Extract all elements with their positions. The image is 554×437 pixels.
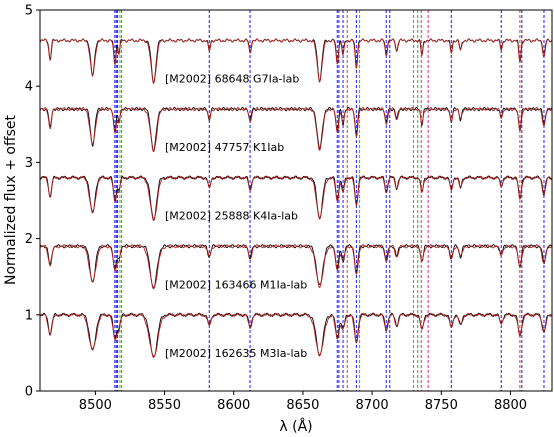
reference-line-group xyxy=(114,10,545,391)
x-axis-ticks: 8500 8550 8600 8650 8700 8750 8800 xyxy=(79,391,527,413)
spectrum-label: [M2002] 162635 M3Ia-lab xyxy=(165,347,307,360)
x-axis-label: λ (Å) xyxy=(279,418,312,435)
y-tick-label: 3 xyxy=(25,156,33,171)
y-axis-ticks: 0 1 2 3 4 5 xyxy=(25,4,40,400)
spectrum-observed-line xyxy=(40,106,552,153)
spectrum-label: [M2002] 47757 K1Iab xyxy=(165,141,284,154)
spectrum-label-group: [M2002] 68648 G7Ia-lab [M2002] 47757 K1Ia… xyxy=(165,73,307,360)
x-tick-label: 8700 xyxy=(356,398,389,413)
y-axis-label: Normalized flux + offset xyxy=(3,114,19,285)
x-tick-label: 8650 xyxy=(286,398,319,413)
y-tick-label: 0 xyxy=(25,385,33,400)
spectrum-model-line xyxy=(40,312,552,358)
x-tick-label: 8550 xyxy=(148,398,181,413)
spectrum-model-line xyxy=(40,38,552,84)
y-tick-label: 1 xyxy=(25,308,33,323)
spectrum-model-line xyxy=(40,106,552,153)
plot-frame xyxy=(39,9,553,392)
spectrum-model-line xyxy=(40,244,552,290)
plot-area: [M2002] 68648 G7Ia-lab [M2002] 47757 K1Ia… xyxy=(40,10,552,391)
x-tick-label: 8500 xyxy=(79,398,112,413)
spectrum-model-line xyxy=(40,175,552,221)
x-tick-label: 8800 xyxy=(494,398,527,413)
x-tick-label: 8750 xyxy=(425,398,458,413)
y-tick-label: 2 xyxy=(25,232,33,247)
y-tick-label: 4 xyxy=(25,80,33,95)
x-tick-label: 8600 xyxy=(217,398,250,413)
y-tick-label: 5 xyxy=(25,4,33,19)
spectrum-label: [M2002] 163466 M1Ia-lab xyxy=(165,278,307,291)
spectra-group xyxy=(40,38,552,358)
spectrum-label: [M2002] 68648 G7Ia-lab xyxy=(165,73,299,86)
spectrum-label: [M2002] 25888 K4Ia-lab xyxy=(165,210,298,223)
